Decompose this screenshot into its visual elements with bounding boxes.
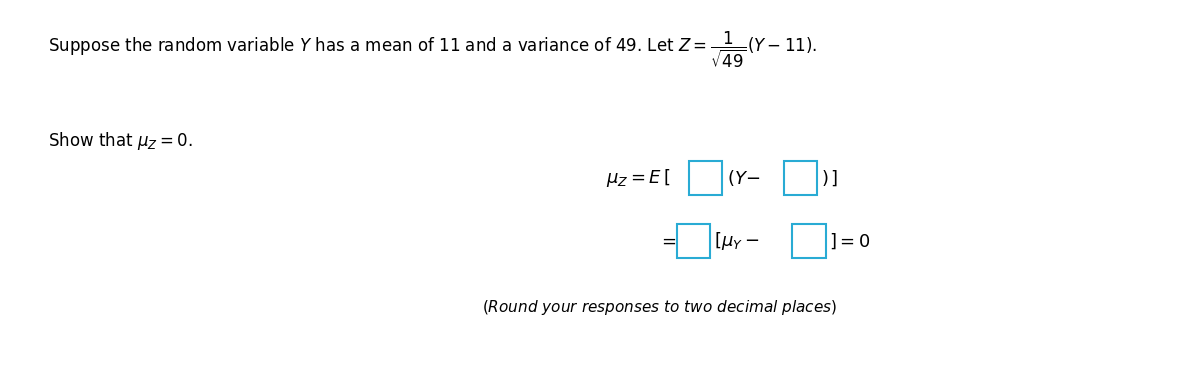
Text: $\mu_Z = E\,$[: $\mu_Z = E\,$[: [606, 167, 671, 189]
Text: $[\mu_Y -$: $[\mu_Y -$: [714, 230, 760, 252]
FancyBboxPatch shape: [677, 224, 710, 258]
FancyBboxPatch shape: [689, 161, 722, 195]
Text: $] = 0$: $] = 0$: [829, 232, 870, 251]
Text: Show that $\mu_Z = 0$.: Show that $\mu_Z = 0$.: [48, 130, 193, 152]
Text: $)\,]$: $)\,]$: [821, 168, 839, 188]
FancyBboxPatch shape: [784, 161, 817, 195]
Text: $(Round\ your\ responses\ to\ two\ decimal\ places)$: $(Round\ your\ responses\ to\ two\ decim…: [482, 298, 838, 318]
Text: Suppose the random variable $Y$ has a mean of 11 and a variance of 49. Let $Z = : Suppose the random variable $Y$ has a me…: [48, 30, 817, 70]
Text: $=$: $=$: [658, 232, 677, 250]
Text: $(Y\!-\!$: $(Y\!-\!$: [727, 168, 761, 188]
FancyBboxPatch shape: [792, 224, 826, 258]
